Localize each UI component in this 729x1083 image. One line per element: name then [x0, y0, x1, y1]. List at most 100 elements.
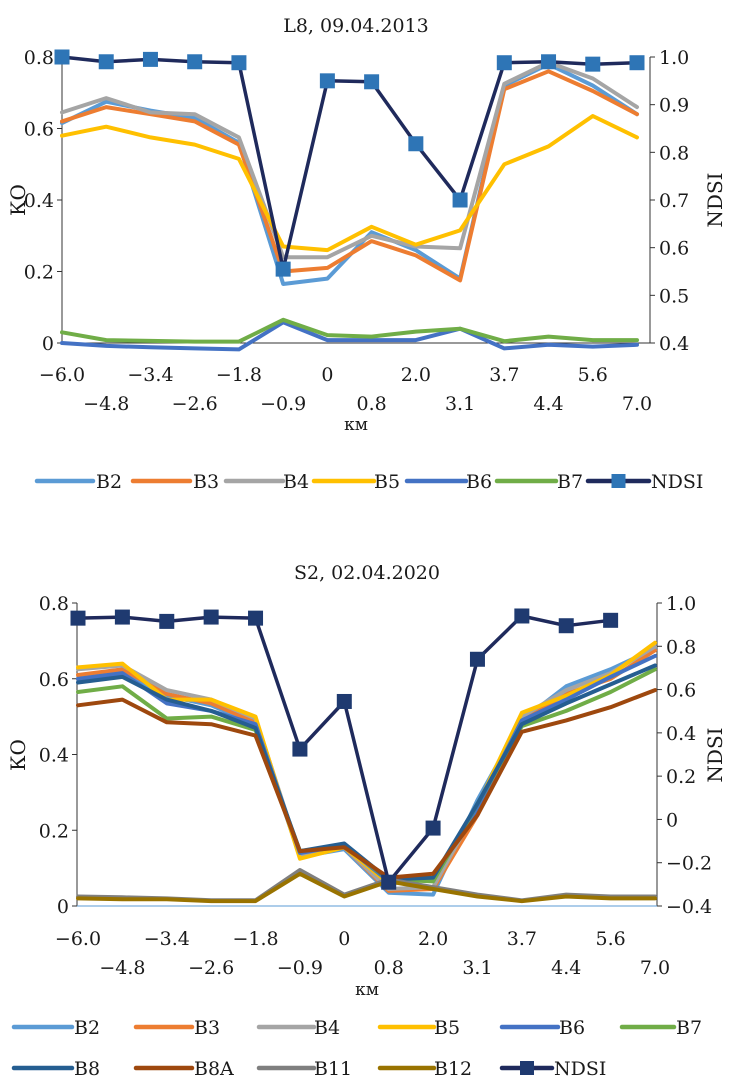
legend-label: B3	[193, 471, 219, 493]
legend-item-b11: B11	[256, 1058, 352, 1080]
x-tick-label: 3.7	[489, 364, 519, 386]
legend-label: B5	[374, 471, 400, 493]
series-line-b8a	[76, 688, 657, 880]
ndsi-point	[114, 609, 130, 625]
legend-label: NDSI	[554, 1058, 606, 1080]
legend-label: B3	[194, 1017, 220, 1039]
legend-label: B6	[466, 471, 492, 493]
legend-item-b7: B7	[494, 471, 583, 493]
x-tick-label: −6.0	[55, 928, 101, 950]
legend-item-b3: B3	[133, 1017, 220, 1039]
y-axis-label: КО	[6, 739, 30, 771]
legend-label: B2	[74, 1017, 100, 1039]
ndsi-point	[541, 54, 557, 70]
ndsi-point	[98, 54, 114, 70]
right-tick-label: 0.6	[666, 680, 696, 702]
legend-item-b8a: B8A	[133, 1058, 234, 1080]
x-tick-label: 2.0	[401, 364, 431, 386]
x-tick-label: −4.8	[83, 393, 129, 415]
x-tick-label: 0.8	[374, 957, 404, 979]
ndsi-point	[469, 651, 485, 667]
legend-item-b6: B6	[499, 1017, 585, 1039]
legend-label: B11	[314, 1058, 352, 1080]
ndsi-point	[452, 192, 468, 208]
x-tick-label: 4.4	[533, 393, 563, 415]
ndsi-point	[514, 608, 530, 624]
ndsi-point	[292, 741, 308, 757]
x-tick-label: −4.8	[99, 957, 145, 979]
ndsi-point	[159, 613, 175, 629]
legend-marker-icon	[520, 1061, 534, 1075]
x-tick-label: −3.4	[127, 364, 173, 386]
x-tick-label: −1.8	[216, 364, 262, 386]
x-tick-label: 7.0	[640, 957, 670, 979]
x-tick-label: −2.6	[188, 957, 234, 979]
x-tick-label: 3.1	[445, 393, 475, 415]
left-tick-label: 0.2	[39, 820, 69, 842]
ndsi-point	[585, 56, 601, 72]
legend-label: NDSI	[651, 471, 703, 493]
legend-item-b12: B12	[377, 1058, 472, 1080]
legend-item-b7: B7	[619, 1017, 702, 1039]
ndsi-point	[364, 74, 380, 90]
chart-title: S2, 02.04.2020	[294, 562, 440, 584]
right-tick-label: 0.9	[659, 95, 689, 117]
series-line-b12	[76, 871, 657, 904]
series-line-b7	[60, 317, 639, 344]
chart-title: L8, 09.04.2013	[283, 15, 429, 37]
x-tick-label: 4.4	[551, 957, 581, 979]
ndsi-point	[319, 73, 335, 89]
ndsi-point	[275, 261, 291, 277]
legend-item-b8: B8	[11, 1058, 100, 1080]
right-tick-label: 0.7	[659, 190, 689, 212]
ndsi-point	[425, 820, 441, 836]
right-tick-label: −0.2	[666, 853, 712, 875]
x-tick-label: −3.4	[144, 928, 190, 950]
series-line-b5	[76, 640, 657, 886]
right-tick-label: 1.0	[659, 47, 689, 69]
right-tick-label: 0.4	[666, 723, 696, 745]
ndsi-point	[496, 55, 512, 71]
legend-item-b3: B3	[130, 471, 219, 493]
series-line-b5	[60, 114, 639, 253]
legend-item-b6: B6	[404, 471, 492, 493]
right-tick-label: 0.8	[659, 142, 689, 164]
x-tick-label: 5.6	[596, 928, 626, 950]
legend-label: B8A	[194, 1058, 234, 1080]
ndsi-point	[629, 55, 645, 71]
left-tick-label: 0.8	[39, 593, 69, 615]
x-tick-label: −0.9	[277, 957, 323, 979]
left-tick-label: 0.2	[24, 262, 54, 284]
ndsi-point	[408, 136, 424, 152]
legend-item-b2: B2	[11, 1017, 100, 1039]
series-line-b3	[60, 69, 639, 283]
legend-label: B12	[434, 1058, 472, 1080]
left-tick-label: 0.6	[24, 119, 54, 141]
right-tick-label: 0.5	[659, 285, 689, 307]
legend-item-b2: B2	[34, 471, 122, 493]
right-tick-label: −0.4	[666, 896, 712, 918]
left-tick-label: 0	[42, 333, 54, 355]
x-tick-label: 3.1	[462, 957, 492, 979]
series-line-b4	[76, 644, 657, 891]
right-tick-label: 0.6	[659, 238, 689, 260]
x-tick-label: −0.9	[260, 393, 306, 415]
series-line-b2	[60, 62, 639, 286]
ndsi-point	[203, 609, 219, 625]
y2-axis-label: NDSI	[703, 727, 727, 782]
series-line-b4	[60, 60, 639, 260]
ndsi-point	[142, 51, 158, 67]
y2-axis-label: NDSI	[703, 172, 727, 227]
x-tick-label: 0	[338, 928, 350, 950]
legend-item-ndsi: NDSI	[585, 471, 703, 493]
legend-label: B2	[96, 471, 122, 493]
legend-label: B7	[676, 1017, 702, 1039]
legend-label: B8	[74, 1058, 100, 1080]
series-line-b6	[60, 320, 639, 352]
x-tick-label: 7.0	[622, 393, 652, 415]
ndsi-point	[336, 693, 352, 709]
x-tick-label: 3.7	[507, 928, 537, 950]
y-axis-label: КО	[6, 184, 30, 216]
ndsi-point	[248, 610, 264, 626]
